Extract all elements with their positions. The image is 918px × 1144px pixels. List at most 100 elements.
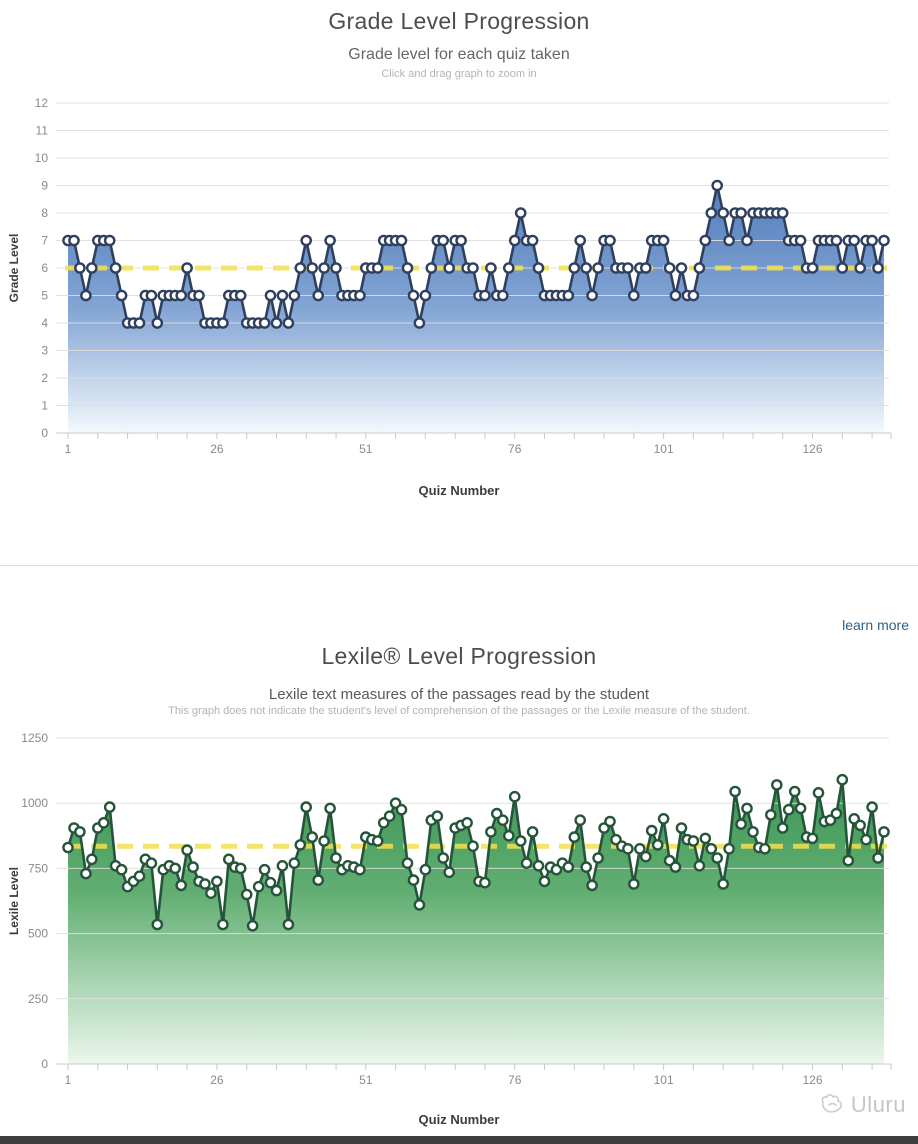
data-point-marker[interactable] <box>645 824 658 837</box>
data-point-marker[interactable] <box>109 262 122 274</box>
data-point-marker[interactable] <box>115 289 128 302</box>
data-point-marker[interactable] <box>383 810 396 822</box>
data-point-marker[interactable] <box>622 843 634 855</box>
data-point-marker[interactable] <box>711 179 724 192</box>
data-point-marker[interactable] <box>306 262 319 274</box>
data-point-marker[interactable] <box>687 835 700 847</box>
data-point-marker[interactable] <box>413 899 426 911</box>
data-point-marker[interactable] <box>842 854 855 867</box>
data-point-marker[interactable] <box>657 234 670 247</box>
data-point-marker[interactable] <box>86 853 98 866</box>
data-point-marker[interactable] <box>467 840 479 852</box>
data-point-marker[interactable] <box>169 862 181 875</box>
data-point-marker[interactable] <box>407 874 420 886</box>
data-point-marker[interactable] <box>741 802 753 815</box>
data-point-marker[interactable] <box>836 773 849 786</box>
data-point-marker[interactable] <box>294 262 307 274</box>
data-point-marker[interactable] <box>514 207 527 219</box>
data-point-marker[interactable] <box>699 832 712 845</box>
data-point-marker[interactable] <box>514 835 527 847</box>
data-point-marker[interactable] <box>580 262 593 274</box>
data-point-marker[interactable] <box>735 207 747 219</box>
data-point-marker[interactable] <box>151 918 164 931</box>
data-point-marker[interactable] <box>526 234 539 247</box>
data-point-marker[interactable] <box>258 863 271 876</box>
data-point-marker[interactable] <box>854 262 867 274</box>
data-point-marker[interactable] <box>872 262 884 274</box>
data-point-marker[interactable] <box>669 289 682 302</box>
data-point-marker[interactable] <box>508 790 521 803</box>
data-point-marker[interactable] <box>264 876 277 889</box>
data-point-marker[interactable] <box>830 234 843 247</box>
data-point-marker[interactable] <box>723 234 735 247</box>
data-point-marker[interactable] <box>794 802 807 815</box>
data-point-marker[interactable] <box>74 826 86 838</box>
data-point-marker[interactable] <box>479 289 491 302</box>
data-point-marker[interactable] <box>354 289 366 302</box>
data-point-marker[interactable] <box>538 875 551 888</box>
data-point-marker[interactable] <box>258 317 271 329</box>
data-point-marker[interactable] <box>717 878 730 890</box>
data-point-marker[interactable] <box>502 830 515 842</box>
data-point-marker[interactable] <box>776 822 789 834</box>
data-point-marker[interactable] <box>217 317 229 329</box>
data-point-marker[interactable] <box>878 234 890 247</box>
data-point-marker[interactable] <box>300 234 313 247</box>
data-point-marker[interactable] <box>747 826 759 838</box>
data-point-marker[interactable] <box>234 862 247 875</box>
data-point-marker[interactable] <box>854 819 867 832</box>
data-point-marker[interactable] <box>669 861 682 873</box>
data-point-marker[interactable] <box>294 839 307 851</box>
data-point-marker[interactable] <box>181 844 193 856</box>
data-point-marker[interactable] <box>705 843 718 855</box>
data-point-marker[interactable] <box>395 803 408 816</box>
data-point-marker[interactable] <box>324 234 336 247</box>
data-point-marker[interactable] <box>735 818 747 830</box>
data-point-marker[interactable] <box>693 262 706 274</box>
data-point-marker[interactable] <box>97 817 110 829</box>
data-point-marker[interactable] <box>634 843 646 855</box>
data-point-marker[interactable] <box>532 859 545 872</box>
data-point-marker[interactable] <box>312 289 325 302</box>
data-point-marker[interactable] <box>711 852 724 864</box>
data-point-marker[interactable] <box>467 262 479 274</box>
data-point-marker[interactable] <box>222 853 235 866</box>
data-point-marker[interactable] <box>181 262 193 274</box>
data-point-marker[interactable] <box>640 850 652 863</box>
data-point-marker[interactable] <box>401 262 414 274</box>
data-point-marker[interactable] <box>419 863 432 876</box>
data-point-marker[interactable] <box>461 817 473 829</box>
data-point-marker[interactable] <box>872 852 884 864</box>
data-point-marker[interactable] <box>175 879 187 892</box>
data-point-marker[interactable] <box>193 289 205 302</box>
data-point-marker[interactable] <box>604 815 616 828</box>
data-point-marker[interactable] <box>562 289 575 302</box>
data-point-marker[interactable] <box>592 852 604 864</box>
data-point-marker[interactable] <box>425 262 438 274</box>
data-point-marker[interactable] <box>437 234 450 247</box>
data-point-marker[interactable] <box>580 861 593 873</box>
data-point-marker[interactable] <box>145 857 158 869</box>
data-point-marker[interactable] <box>133 870 146 882</box>
data-point-marker[interactable] <box>270 884 283 897</box>
data-point-marker[interactable] <box>205 887 217 899</box>
data-point-marker[interactable] <box>282 918 295 931</box>
data-point-marker[interactable] <box>878 826 890 838</box>
data-point-marker[interactable] <box>848 234 861 247</box>
data-point-marker[interactable] <box>80 867 92 880</box>
data-point-marker[interactable] <box>705 207 718 219</box>
data-point-marker[interactable] <box>628 878 640 890</box>
data-point-marker[interactable] <box>413 317 426 329</box>
data-point-marker[interactable] <box>401 857 414 869</box>
data-point-marker[interactable] <box>723 843 735 855</box>
data-point-marker[interactable] <box>699 234 712 247</box>
data-point-marker[interactable] <box>300 801 313 813</box>
data-point-marker[interactable] <box>371 262 384 274</box>
data-point-marker[interactable] <box>312 874 325 886</box>
data-point-marker[interactable] <box>496 814 509 826</box>
data-point-marker[interactable] <box>776 207 789 219</box>
data-point-marker[interactable] <box>568 262 581 274</box>
data-point-marker[interactable] <box>759 843 771 855</box>
data-point-marker[interactable] <box>592 262 604 274</box>
data-point-marker[interactable] <box>175 289 187 302</box>
